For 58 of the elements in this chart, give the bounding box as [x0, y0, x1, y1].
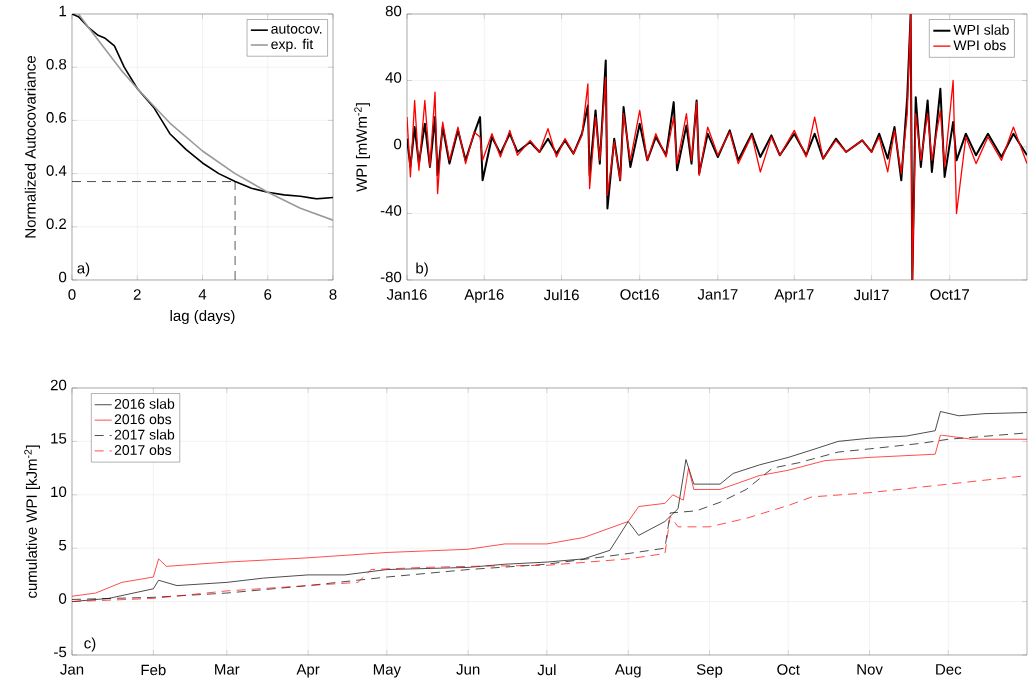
- y-tick-label: -40: [380, 205, 402, 216]
- y-tick-label: 0.4: [46, 165, 67, 176]
- y-tick-label: 80: [385, 5, 402, 17]
- y-axis-title: Normalized Autocovariance: [24, 56, 36, 238]
- line-series: [407, 14, 1027, 280]
- legend-label: exp. fit: [271, 38, 314, 52]
- annotation: a): [77, 262, 90, 277]
- x-tick-label: Oct16: [620, 289, 660, 300]
- x-tick-label: Feb: [141, 664, 166, 676]
- x-tick-label: Apr: [296, 664, 320, 678]
- annotation: c): [84, 637, 96, 652]
- y-tick-label: 1: [59, 5, 67, 17]
- x-tick-label: 0: [68, 289, 76, 300]
- y-tick-label: 0.2: [46, 218, 67, 230]
- x-tick-label: Oct: [777, 664, 800, 675]
- x-tick-label: Jul: [537, 664, 556, 676]
- y-tick-label: 0.6: [46, 112, 67, 123]
- x-tick-label: Oct17: [930, 289, 969, 300]
- x-tick-label: Jun: [456, 664, 480, 675]
- x-tick-label: Jan17: [697, 289, 738, 300]
- x-tick-label: 8: [329, 289, 337, 300]
- x-tick-label: Jan: [60, 664, 84, 675]
- y-tick-label: 15: [51, 433, 67, 444]
- x-tick-label: Dec: [936, 664, 962, 675]
- x-tick-label: Jul17: [853, 289, 889, 301]
- x-tick-label: Nov: [857, 664, 883, 675]
- x-tick-label: 2: [133, 289, 141, 300]
- y-tick-label: 0: [394, 138, 402, 150]
- x-tick-label: Apr17: [774, 289, 814, 303]
- x-axis-title: lag (days): [170, 310, 235, 324]
- x-tick-label: Aug: [614, 664, 641, 678]
- x-tick-label: Mar: [215, 664, 240, 675]
- legend-label: 2017 obs: [114, 444, 172, 456]
- x-tick-label: 6: [264, 289, 272, 300]
- x-tick-label: Jul16: [543, 289, 579, 301]
- y-tick-label: 0: [59, 271, 67, 283]
- y-tick-label: 10: [51, 486, 67, 498]
- legend-label: WPI obs: [953, 39, 1006, 51]
- legend-label: 2016 obs: [114, 413, 172, 425]
- x-tick-label: Jan16: [386, 289, 427, 300]
- legend-label: autocov.: [271, 24, 322, 34]
- y-tick-label: 20: [50, 379, 67, 391]
- annotation: b): [416, 262, 428, 277]
- x-tick-label: Apr16: [464, 289, 504, 303]
- y-tick-label: -80: [380, 271, 402, 283]
- legend-label: 2016 slab: [114, 398, 175, 409]
- legend-label: WPI slab: [953, 24, 1009, 35]
- legend-label: 2017 slab: [114, 429, 175, 440]
- y-axis-title: cumulative WPI [kJm$^{-2}$]: [24, 445, 40, 598]
- x-tick-label: 4: [198, 289, 207, 300]
- y-tick-label: 5: [59, 539, 67, 551]
- x-tick-label: Sep: [696, 664, 723, 678]
- y-axis-title: WPI [mWm$^{-2}$]: [354, 103, 370, 192]
- y-tick-label: 0: [59, 593, 67, 604]
- x-tick-label: May: [373, 664, 401, 678]
- y-tick-label: 0.8: [46, 58, 67, 70]
- y-tick-label: 40: [385, 72, 402, 83]
- y-tick-label: -5: [54, 646, 67, 658]
